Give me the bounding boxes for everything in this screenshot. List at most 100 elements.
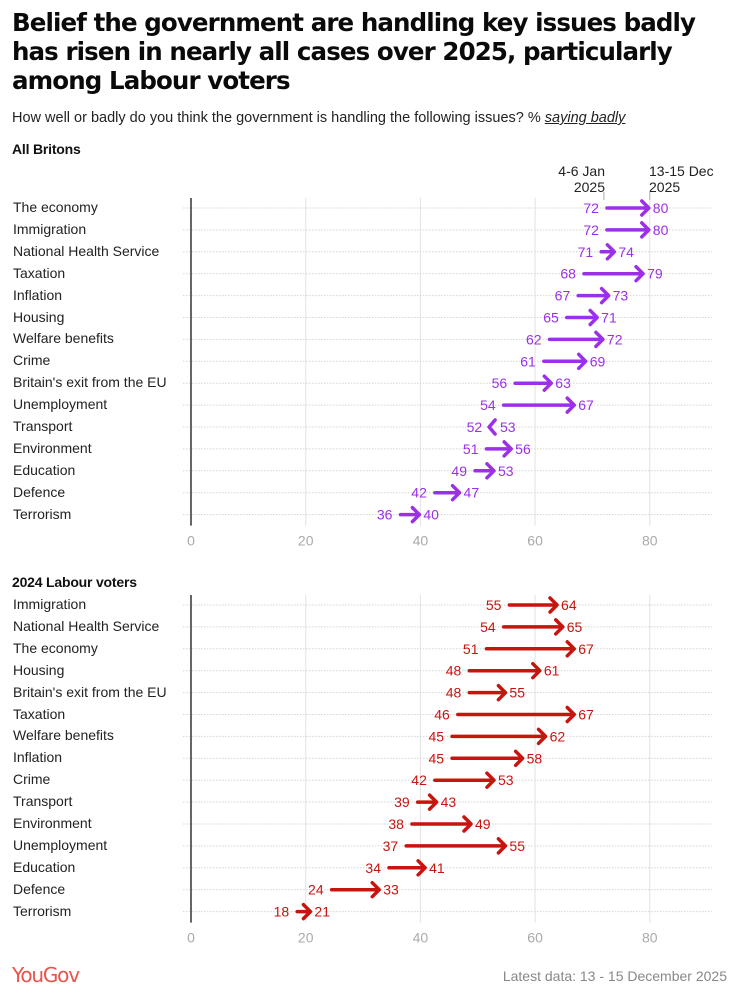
start-value-label: 67 <box>555 288 571 304</box>
arrow-mark: 72 80 <box>583 199 669 217</box>
start-value-label: 68 <box>560 266 576 282</box>
arrow-mark: 61 69 <box>520 352 606 371</box>
row-label: National Health Service <box>13 242 160 259</box>
start-value-label: 36 <box>377 507 393 523</box>
yougov-logo: YouGov <box>12 963 80 987</box>
start-value-label: 46 <box>434 707 450 723</box>
row-label: Britain's exit from the EU <box>13 374 167 391</box>
row-label: Welfare benefits <box>13 727 114 744</box>
row-label: Transport <box>13 793 73 810</box>
x-tick-label: 40 <box>413 930 429 946</box>
panel-title-all-britons: All Britons <box>12 141 81 157</box>
arrow-mark: 34 41 <box>365 859 445 877</box>
row-label: Education <box>13 858 76 875</box>
arrow-head <box>640 221 651 239</box>
end-value-label: 71 <box>601 310 617 326</box>
arrow-head <box>531 661 542 680</box>
row-label: Defence <box>13 880 66 897</box>
arrow-head <box>640 199 651 217</box>
legend-end-label: 13-15 Dec 2025 <box>649 163 714 195</box>
row-label: Defence <box>13 483 66 500</box>
arrow-head <box>496 837 508 855</box>
end-value-label: 64 <box>561 597 577 613</box>
x-tick-label: 80 <box>642 533 658 549</box>
arrow-chart-labour-voters: 0 20 40 60 80 55 64 54 65 51 67 48 61 48 55 46 67 45 62 45 5… <box>183 595 712 946</box>
arrow-mark: 62 72 <box>526 330 623 349</box>
row-label: Taxation <box>13 705 66 722</box>
subtitle-emphasis: saying badly <box>544 110 626 126</box>
arrow-mark: 46 67 <box>434 705 594 724</box>
row-label: Crime <box>13 352 51 369</box>
start-value-label: 51 <box>463 441 479 457</box>
end-value-label: 41 <box>429 860 445 876</box>
arrow-mark: 48 61 <box>446 661 560 680</box>
start-value-label: 48 <box>446 685 462 701</box>
start-value-label: 54 <box>480 397 496 413</box>
start-value-label: 54 <box>480 619 496 635</box>
legend-start-label: 4-6 Jan 2025 <box>555 163 605 195</box>
arrow-mark: 54 67 <box>480 396 594 414</box>
arrow-head <box>496 683 508 702</box>
start-value-label: 62 <box>526 331 542 347</box>
arrow-head <box>487 418 497 436</box>
arrow-head <box>410 505 422 524</box>
x-tick-label: 60 <box>527 533 543 549</box>
arrow-mark: 49 53 <box>451 462 514 480</box>
end-value-label: 63 <box>555 375 571 391</box>
subtitle-text: How well or badly do you think the gover… <box>12 110 545 126</box>
start-value-label: 52 <box>467 419 483 435</box>
start-value-label: 61 <box>520 353 536 369</box>
arrow-mark: 54 65 <box>480 618 583 636</box>
row-label: Taxation <box>13 264 66 281</box>
x-tick-label: 60 <box>527 930 543 946</box>
arrow-mark: 68 79 <box>560 264 663 283</box>
end-value-label: 65 <box>567 619 583 635</box>
x-tick-label: 40 <box>413 533 429 549</box>
arrow-head <box>576 352 588 371</box>
end-value-label: 40 <box>423 507 439 523</box>
end-value-label: 73 <box>613 288 629 304</box>
start-value-label: 48 <box>446 663 462 679</box>
arrow-head <box>462 815 473 833</box>
latest-data-note: Latest data: 13 - 15 December 2025 <box>502 968 727 984</box>
arrow-head <box>485 462 496 480</box>
start-value-label: 55 <box>486 597 502 613</box>
end-value-label: 58 <box>527 750 543 766</box>
end-value-label: 55 <box>509 838 525 854</box>
end-value-label: 79 <box>647 266 663 282</box>
start-value-label: 37 <box>383 838 399 854</box>
start-value-label: 42 <box>411 772 427 788</box>
arrow-mark: 42 47 <box>411 483 479 502</box>
arrow-head <box>599 286 611 305</box>
arrow-mark: 48 55 <box>446 683 525 702</box>
arrow-head <box>588 308 599 327</box>
row-label: Terrorism <box>13 902 72 919</box>
arrow-head <box>370 880 382 899</box>
end-value-label: 21 <box>314 904 330 920</box>
row-label: The economy <box>13 199 98 215</box>
start-value-label: 18 <box>274 904 290 920</box>
arrow-mark: 51 56 <box>463 440 531 458</box>
row-label: Housing <box>13 661 65 678</box>
arrow-head <box>536 727 548 746</box>
arrow-mark: 65 71 <box>543 308 617 327</box>
arrow-mark: 45 62 <box>428 727 565 746</box>
chart-title: Belief the government are handling key i… <box>12 8 696 95</box>
end-value-label: 53 <box>498 772 514 788</box>
x-tick-label: 0 <box>187 930 195 946</box>
arrow-head <box>548 596 559 614</box>
end-value-label: 55 <box>509 685 525 701</box>
arrow-mark: 56 63 <box>492 374 571 392</box>
row-label: The economy <box>13 639 98 656</box>
arrow-head <box>416 859 427 877</box>
end-value-label: 72 <box>607 331 623 347</box>
arrow-mark: 67 73 <box>555 286 629 305</box>
start-value-label: 72 <box>583 222 599 238</box>
start-value-label: 45 <box>428 750 444 766</box>
x-tick-label: 0 <box>187 533 195 549</box>
arrow-head <box>594 330 605 349</box>
arrow-head <box>542 374 554 392</box>
arrow-mark: 72 80 <box>583 221 669 239</box>
legend-end-line2: 2025 <box>649 179 681 195</box>
